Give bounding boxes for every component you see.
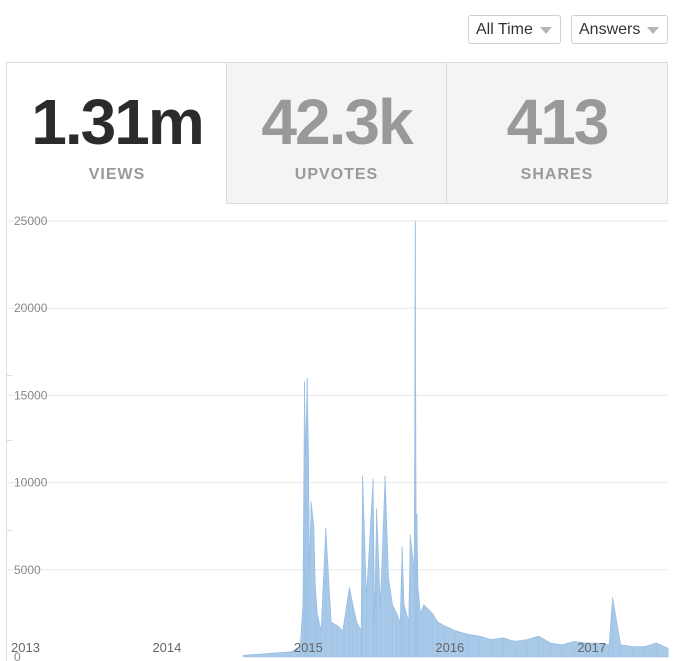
y-tick-label: 15000 [14,388,48,402]
tab-upvotes[interactable]: 42.3k UPVOTES [226,62,447,204]
x-tick-label: 2016 [435,640,464,655]
content-type-dropdown[interactable]: Answers [571,15,668,44]
chart-grid [8,220,668,571]
content-type-value: Answers [579,20,641,38]
chart-area-series [243,220,669,658]
tab-views[interactable]: 1.31m VIEWS [7,62,227,204]
y-tick-label: 10000 [14,476,48,490]
tab-shares[interactable]: 413 SHARES [446,62,668,204]
y-tick-label: 0 [14,650,21,661]
y-axis: 25000 20000 15000 10000 5000 0 [14,214,48,661]
x-axis: 2013 2014 2015 2016 2017 [11,640,606,655]
rail-tick [6,440,12,441]
x-tick-label: 2015 [294,640,323,655]
caret-down-icon [647,27,659,34]
caret-down-icon [540,27,552,34]
views-area [243,220,669,658]
y-tick-label: 5000 [14,563,41,577]
rail-tick [6,375,12,376]
time-range-dropdown[interactable]: All Time [468,15,561,44]
views-label: VIEWS [88,166,146,183]
x-tick-label: 2017 [577,640,606,655]
y-tick-label: 20000 [14,301,48,315]
y-tick-label: 25000 [14,214,48,228]
time-range-value: All Time [476,20,533,38]
upvotes-count: 42.3k [261,86,413,158]
x-tick-label: 2013 [11,640,40,655]
x-tick-label: 2014 [152,640,181,655]
rail-tick [6,530,12,531]
upvotes-label: UPVOTES [294,166,379,183]
shares-label: SHARES [520,166,594,183]
stat-tabs: 1.31m VIEWS 42.3k UPVOTES 413 SHARES [6,62,668,204]
views-count: 1.31m [31,86,204,158]
shares-count: 413 [506,86,610,158]
